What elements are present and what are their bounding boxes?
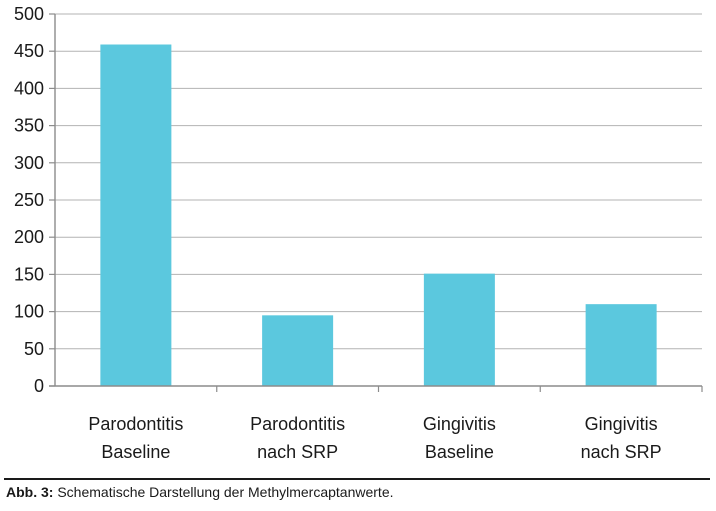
x-category-label: Parodontitis	[250, 414, 345, 434]
bar-1	[100, 44, 172, 387]
x-category-label: Gingivitis	[585, 414, 658, 434]
y-tick-label: 500	[14, 4, 44, 24]
y-tick-label: 50	[24, 339, 44, 359]
x-category-label: Baseline	[425, 442, 494, 462]
y-tick-label: 300	[14, 153, 44, 173]
caption-text: Schematische Darstellung der Methylmerca…	[53, 484, 394, 500]
y-tick-label: 200	[14, 227, 44, 247]
figure-caption: Abb. 3: Schematische Darstellung der Met…	[6, 484, 394, 500]
x-category-label: Parodontitis	[88, 414, 183, 434]
x-category-label: nach SRP	[581, 442, 662, 462]
y-tick-label: 100	[14, 302, 44, 322]
x-category-label: Baseline	[101, 442, 170, 462]
bar-2	[262, 315, 334, 386]
bar-chart: 0 50 100 150 200 250 300 350 400 450 500 Parodonti…	[14, 4, 703, 462]
caption-divider	[4, 478, 710, 480]
x-category-label: Gingivitis	[423, 414, 496, 434]
bar-4	[585, 304, 657, 386]
y-tick-label: 250	[14, 190, 44, 210]
y-tick-label: 450	[14, 41, 44, 61]
axes	[49, 13, 703, 392]
bars	[100, 44, 657, 387]
x-axis-category-labels: Parodontitis Baseline Parodontitis nach SRP…	[88, 414, 661, 462]
y-tick-label: 150	[14, 264, 44, 284]
y-tick-label: 0	[34, 376, 44, 396]
bar-3	[423, 273, 495, 386]
caption-label: Abb. 3:	[6, 484, 54, 500]
x-category-label: nach SRP	[257, 442, 338, 462]
y-tick-label: 400	[14, 78, 44, 98]
y-tick-label: 350	[14, 116, 44, 136]
y-axis-tick-labels: 0 50 100 150 200 250 300 350 400 450 500	[14, 4, 44, 396]
